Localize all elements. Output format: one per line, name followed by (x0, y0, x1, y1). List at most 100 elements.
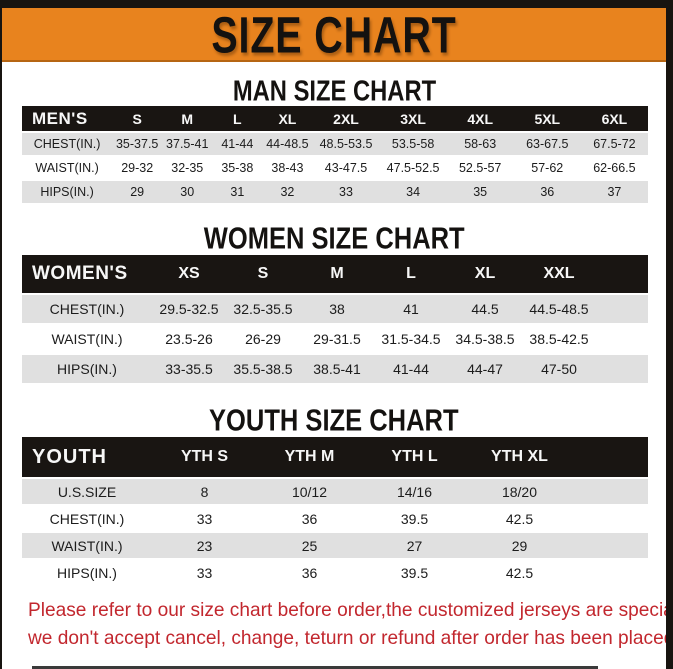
measurement-row: HIPS(IN.) 29 30 31 32 33 34 35 36 37 (22, 181, 648, 205)
measurement-value: 34 (379, 181, 447, 205)
measurement-value: 53.5-58 (379, 133, 447, 157)
bottom-partial-bar (32, 666, 598, 669)
size-label: YTH L (362, 437, 467, 479)
women-section-heading: WOMEN SIZE CHART (203, 222, 465, 256)
measurement-value: 33-35.5 (152, 355, 226, 385)
measurement-value: 33 (152, 560, 257, 587)
measurement-row: HIPS(IN.) 33-35.5 35.5-38.5 38.5-41 41-44 44-… (22, 355, 648, 385)
order-disclaimer: Please refer to our size chart before or… (28, 596, 666, 652)
filler-cell (572, 533, 648, 560)
measurement-value: 32-35 (162, 157, 213, 181)
measurement-value: 37 (580, 181, 648, 205)
group-label: YOUTH (22, 437, 152, 479)
measurement-value: 58-63 (446, 133, 514, 157)
size-label: M (300, 255, 374, 295)
measurement-label: HIPS(IN.) (22, 355, 152, 385)
measurement-value: 41-44 (212, 133, 263, 157)
measurement-value: 44-47 (448, 355, 522, 385)
size-label: YTH XL (467, 437, 572, 479)
measurement-value: 18/20 (467, 479, 572, 506)
measurement-value: 10/12 (257, 479, 362, 506)
size-label: XL (448, 255, 522, 295)
measurement-label: WAIST(IN.) (22, 157, 113, 181)
filler-cell (596, 295, 648, 325)
size-header-row: WOMEN'S XS S M L XL XXL (22, 255, 648, 295)
measurement-value: 47.5-52.5 (379, 157, 447, 181)
size-label: 6XL (580, 106, 648, 133)
measurement-value: 35-38 (212, 157, 263, 181)
size-label: L (374, 255, 448, 295)
measurement-value: 26-29 (226, 325, 300, 355)
measurement-value: 29 (467, 533, 572, 560)
measurement-value: 31.5-34.5 (374, 325, 448, 355)
measurement-label: U.S.SIZE (22, 479, 152, 506)
size-label: 2XL (312, 106, 380, 133)
measurement-value: 27 (362, 533, 467, 560)
measurement-value: 31 (212, 181, 263, 205)
size-label: XXL (522, 255, 596, 295)
size-label: YTH M (257, 437, 362, 479)
measurement-value: 62-66.5 (580, 157, 648, 181)
measurement-value: 48.5-53.5 (312, 133, 380, 157)
youth-size-table: YOUTH YTH S YTH M YTH L YTH XL U.S.SIZE 8 10/12… (22, 437, 648, 587)
measurement-value: 32 (262, 181, 313, 205)
size-label: M (162, 106, 213, 133)
size-label: 3XL (379, 106, 447, 133)
measurement-value: 38.5-41 (300, 355, 374, 385)
measurement-value: 47-50 (522, 355, 596, 385)
measurement-value: 41-44 (374, 355, 448, 385)
filler-cell (572, 479, 648, 506)
disclaimer-line-1: Please refer to our size chart before or… (28, 599, 673, 621)
measurement-value: 29-32 (112, 157, 163, 181)
measurement-value: 35 (446, 181, 514, 205)
title-banner: SIZE CHART (2, 8, 666, 63)
measurement-value: 67.5-72 (580, 133, 648, 157)
group-label: WOMEN'S (22, 255, 152, 295)
measurement-label: WAIST(IN.) (22, 533, 152, 560)
measurement-row: U.S.SIZE 8 10/12 14/16 18/20 (22, 479, 648, 506)
measurement-row: CHEST(IN.) 35-37.5 37.5-41 41-44 44-48.5 48.5… (22, 133, 648, 157)
filler-cell (596, 325, 648, 355)
measurement-value: 57-62 (513, 157, 581, 181)
measurement-value: 23.5-26 (152, 325, 226, 355)
measurement-value: 43-47.5 (312, 157, 380, 181)
measurement-label: CHEST(IN.) (22, 506, 152, 533)
measurement-value: 8 (152, 479, 257, 506)
measurement-value: 35.5-38.5 (226, 355, 300, 385)
measurement-value: 25 (257, 533, 362, 560)
filler-cell (572, 506, 648, 533)
measurement-value: 23 (152, 533, 257, 560)
measurement-row: WAIST(IN.) 23.5-26 26-29 29-31.5 31.5-34.5 34… (22, 325, 648, 355)
measurement-value: 63-67.5 (513, 133, 581, 157)
size-header-row: YOUTH YTH S YTH M YTH L YTH XL (22, 437, 648, 479)
mens-size-table: MEN'S S M L XL 2XL 3XL 4XL 5XL 6XL CHEST(IN.) 35-37… (22, 106, 648, 205)
measurement-value: 42.5 (467, 560, 572, 587)
measurement-value: 39.5 (362, 506, 467, 533)
measurement-value: 36 (513, 181, 581, 205)
size-label: 4XL (446, 106, 514, 133)
measurement-value: 29.5-32.5 (152, 295, 226, 325)
measurement-label: WAIST(IN.) (22, 325, 152, 355)
size-label: XS (152, 255, 226, 295)
size-label: S (112, 106, 163, 133)
page-title: SIZE CHART (211, 5, 457, 63)
filler-cell (596, 355, 648, 385)
youth-section-heading: YOUTH SIZE CHART (209, 404, 459, 438)
measurement-value: 32.5-35.5 (226, 295, 300, 325)
size-header-row: MEN'S S M L XL 2XL 3XL 4XL 5XL 6XL (22, 106, 648, 133)
measurement-value: 41 (374, 295, 448, 325)
measurement-value: 38 (300, 295, 374, 325)
measurement-value: 39.5 (362, 560, 467, 587)
measurement-label: CHEST(IN.) (22, 295, 152, 325)
measurement-value: 38.5-42.5 (522, 325, 596, 355)
measurement-row: CHEST(IN.) 29.5-32.5 32.5-35.5 38 41 44.5 44.5… (22, 295, 648, 325)
size-label: 5XL (513, 106, 581, 133)
measurement-label: HIPS(IN.) (22, 181, 113, 205)
measurement-value: 42.5 (467, 506, 572, 533)
measurement-value: 14/16 (362, 479, 467, 506)
measurement-value: 30 (162, 181, 213, 205)
womens-size-table: WOMEN'S XS S M L XL XXL CHEST(IN.) 29.5-32.5 32.5… (22, 255, 648, 385)
group-label: MEN'S (22, 106, 113, 133)
measurement-value: 38-43 (262, 157, 313, 181)
